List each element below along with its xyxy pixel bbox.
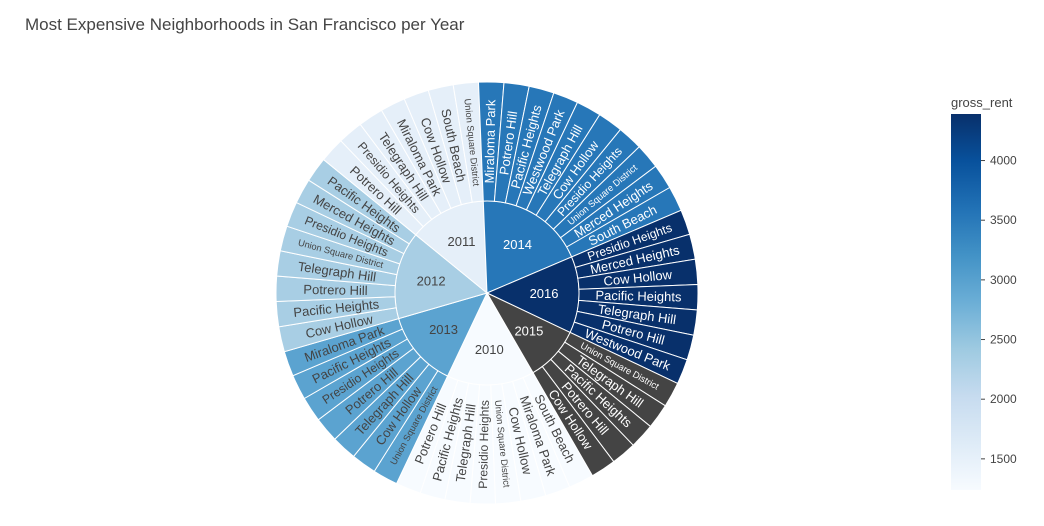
sector-neighborhood-label: Cow Hollow bbox=[603, 267, 673, 289]
colorbar-tick-label: 2000 bbox=[990, 392, 1017, 406]
colorbar-tick-label: 3000 bbox=[990, 273, 1017, 287]
colorbar-tick-label: 3500 bbox=[990, 213, 1017, 227]
colorbar-gradient bbox=[951, 114, 981, 490]
sector-neighborhood-label: Presidio Heights bbox=[476, 400, 492, 489]
colorbar-tick-label: 2500 bbox=[990, 333, 1017, 347]
colorbar-tick-label: 4000 bbox=[990, 154, 1017, 168]
sector-neighborhood[interactable] bbox=[532, 365, 615, 477]
sector-year-label: 2016 bbox=[530, 286, 559, 301]
sector-year-label: 2010 bbox=[475, 342, 504, 357]
sector-year-label: 2015 bbox=[514, 324, 543, 339]
sector-neighborhood-label: Pacific Heights bbox=[595, 288, 682, 305]
sector-neighborhood-label: Miraloma Park bbox=[482, 99, 499, 184]
sector-year-label: 2011 bbox=[448, 234, 476, 249]
sector-neighborhood-label: Potrero Hill bbox=[303, 282, 368, 298]
colorbar: gross_rent 1500 2000 2500 3000 3500 4000 bbox=[951, 95, 1017, 490]
colorbar-title: gross_rent bbox=[951, 95, 1013, 110]
colorbar-tick-label: 1500 bbox=[990, 452, 1017, 466]
chart-title: Most Expensive Neighborhoods in San Fran… bbox=[25, 15, 465, 34]
sector-year-label: 2012 bbox=[417, 274, 446, 289]
sector-year-label: 2013 bbox=[429, 322, 458, 337]
sector-year-label: 2014 bbox=[503, 237, 532, 252]
